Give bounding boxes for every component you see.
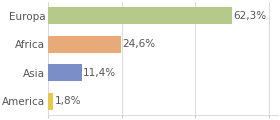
Bar xyxy=(48,64,81,81)
Bar xyxy=(48,36,120,53)
Text: 11,4%: 11,4% xyxy=(83,68,116,78)
Text: 62,3%: 62,3% xyxy=(233,11,266,21)
Bar xyxy=(48,93,53,110)
Bar xyxy=(48,7,232,24)
Text: 1,8%: 1,8% xyxy=(55,96,81,106)
Text: 24,6%: 24,6% xyxy=(122,39,155,49)
